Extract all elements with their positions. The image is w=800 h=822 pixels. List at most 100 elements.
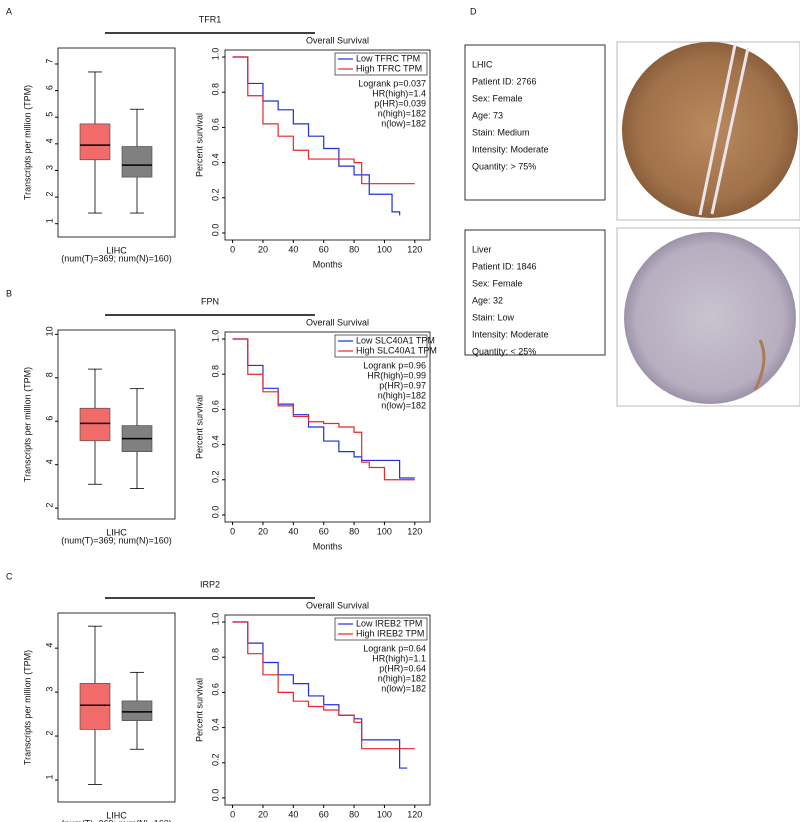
case-line: Patient ID: 2766 — [472, 76, 537, 86]
annotation: Logrank p=0.037 — [358, 78, 426, 88]
case-box — [464, 44, 606, 201]
x-tick-label: 40 — [288, 809, 298, 819]
x-axis-label: LIHC — [106, 810, 127, 820]
x-tick-label: 120 — [407, 526, 422, 536]
x-tick-label: 80 — [349, 526, 359, 536]
annotation: n(high)=182 — [378, 390, 426, 400]
case-line: Liver — [472, 244, 492, 254]
annotation: n(low)=182 — [381, 118, 426, 128]
panel-title: FPN — [201, 296, 219, 306]
chart-title: Overall Survival — [306, 317, 369, 327]
x-tick-label: 120 — [407, 244, 422, 254]
plot-frame — [224, 49, 431, 241]
y-tick-label: 1.0 — [210, 613, 220, 626]
panel-title: IRP2 — [200, 579, 220, 589]
annotation: Logrank p=0.96 — [363, 360, 426, 370]
y-axis-label: Transcripts per million (TPM) — [22, 85, 32, 200]
y-axis-label: Percent survival — [194, 395, 204, 459]
x-tick-label: 120 — [407, 809, 422, 819]
y-tick-label: 0.0 — [210, 789, 220, 802]
y-tick-label: 2 — [44, 192, 54, 197]
y-tick-label: 0.6 — [210, 118, 220, 131]
y-axis-label: Percent survival — [194, 678, 204, 742]
legend-label: High SLC40A1 TPM — [356, 345, 437, 355]
chart-title: Overall Survival — [306, 35, 369, 45]
y-tick-label: 0.6 — [210, 400, 220, 413]
x-tick-label: 60 — [319, 244, 329, 254]
y-tick-label: 8 — [44, 372, 54, 377]
y-tick-label: 6 — [44, 416, 54, 421]
plot-frame — [57, 47, 176, 238]
x-tick-label: 80 — [349, 809, 359, 819]
y-tick-label: 0.8 — [210, 83, 220, 96]
case-line: Quantity: < 25% — [472, 346, 536, 356]
case-line: Intensity: Moderate — [472, 144, 549, 154]
y-tick-label: 1 — [44, 218, 54, 223]
annotation: n(high)=182 — [378, 108, 426, 118]
y-axis-label: Transcripts per million (TPM) — [22, 367, 32, 482]
tissue-texture — [698, 44, 750, 216]
panel-label: C — [6, 571, 13, 581]
x-tick-label: 0 — [230, 244, 235, 254]
y-tick-label: 0.8 — [210, 648, 220, 661]
x-tick-label: 40 — [288, 526, 298, 536]
survival-line — [232, 56, 415, 185]
case-line: Sex: Female — [472, 93, 523, 103]
x-tick-label: 20 — [258, 526, 268, 536]
x-tick-label: 0 — [230, 526, 235, 536]
y-tick-label: 0.4 — [210, 435, 220, 448]
annotation: n(low)=182 — [381, 683, 426, 693]
y-tick-label: 0.2 — [210, 471, 220, 484]
y-tick-label: 1.0 — [210, 330, 220, 343]
x-axis-subtitle: (num(T)=369; num(N)=160) — [61, 535, 172, 545]
y-tick-label: 5 — [44, 112, 54, 117]
survival-line — [232, 621, 415, 750]
tissue-texture — [753, 339, 766, 391]
y-tick-label: 4 — [44, 138, 54, 143]
annotation: n(low)=182 — [381, 400, 426, 410]
x-axis-subtitle: (num(T)=369; num(N)=160) — [61, 253, 172, 263]
plot-frame — [224, 331, 431, 523]
annotation: n(high)=182 — [378, 673, 426, 683]
box — [79, 683, 111, 730]
case-line: Age: 32 — [472, 295, 503, 305]
survival-line — [232, 338, 415, 481]
y-tick-label: 0.8 — [210, 365, 220, 378]
panel-label: A — [6, 6, 12, 16]
y-axis-label: Percent survival — [194, 113, 204, 177]
y-tick-label: 7 — [44, 58, 54, 63]
annotation: p(HR)=0.97 — [379, 380, 426, 390]
case-line: Quantity: > 75% — [472, 161, 536, 171]
chart-title: Overall Survival — [306, 600, 369, 610]
legend-label: Low TFRC TPM — [356, 53, 420, 63]
annotation: p(HR)=0.64 — [379, 663, 426, 673]
y-tick-label: 2 — [44, 731, 54, 736]
case-line: Age: 73 — [472, 110, 503, 120]
y-axis-label: Transcripts per million (TPM) — [22, 650, 32, 765]
y-tick-label: 4 — [44, 643, 54, 648]
tissue-image — [624, 232, 796, 404]
annotation: HR(high)=1.4 — [372, 88, 426, 98]
tissue-image — [622, 42, 798, 218]
case-line: LHIC — [472, 59, 493, 69]
annotation: HR(high)=0.99 — [367, 370, 426, 380]
legend-label: Low SLC40A1 TPM — [356, 335, 435, 345]
x-axis-label: Months — [313, 541, 343, 551]
case-line: Patient ID: 1846 — [472, 261, 537, 271]
x-tick-label: 100 — [377, 244, 392, 254]
box — [121, 146, 153, 178]
y-tick-label: 1.0 — [210, 48, 220, 61]
annotation: p(HR)=0.039 — [374, 98, 426, 108]
x-tick-label: 20 — [258, 809, 268, 819]
box — [79, 407, 111, 442]
x-tick-label: 80 — [349, 244, 359, 254]
x-tick-label: 0 — [230, 809, 235, 819]
case-line: Intensity: Moderate — [472, 329, 549, 339]
plot-frame — [57, 329, 176, 520]
x-axis-subtitle: (num(T)=369; num(N)=160) — [61, 818, 172, 822]
annotation: Logrank p=0.64 — [363, 643, 426, 653]
y-tick-label: 0.4 — [210, 718, 220, 731]
y-tick-label: 0.2 — [210, 754, 220, 767]
x-tick-label: 100 — [377, 526, 392, 536]
